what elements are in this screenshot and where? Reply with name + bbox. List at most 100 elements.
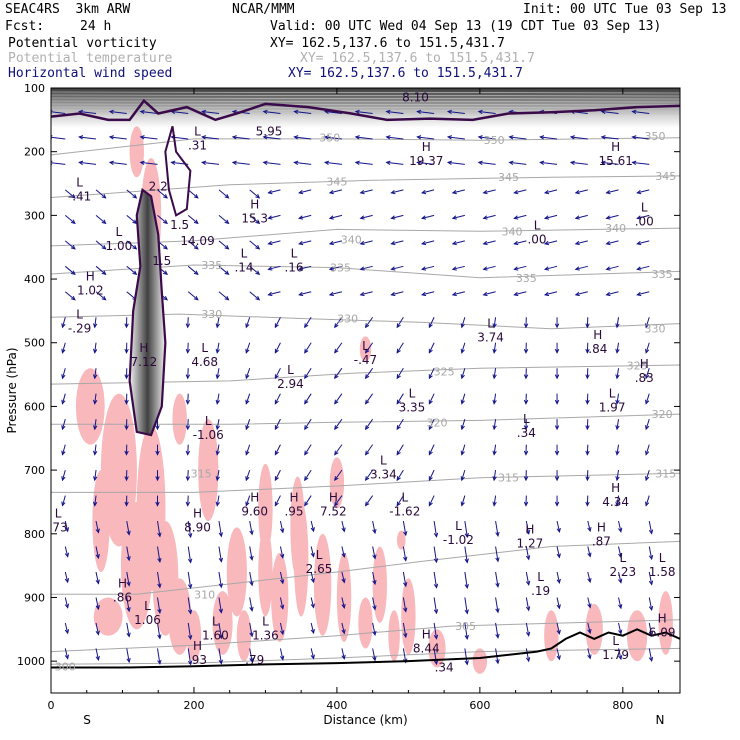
wind-vector	[171, 110, 189, 114]
wind-vector	[544, 265, 558, 270]
extrema-label: .34	[435, 661, 454, 675]
wind-arrowhead	[492, 399, 497, 405]
extrema-type: L	[534, 219, 541, 233]
pv-shade-blob	[358, 597, 373, 649]
wind-vector	[575, 291, 588, 296]
pv-shade-blob	[236, 610, 252, 662]
extrema-label: L.73	[51, 506, 68, 534]
wind-arrowhead	[428, 399, 433, 405]
wind-vector	[263, 136, 281, 140]
wind-arrowhead	[334, 425, 339, 431]
wind-vector	[525, 648, 530, 662]
wind-arrowhead	[274, 476, 279, 482]
wind-arrowhead	[328, 266, 334, 271]
wind-arrowhead	[124, 374, 129, 380]
wind-vector	[493, 342, 497, 353]
wind-vector	[417, 110, 435, 114]
plot-border	[50, 87, 681, 694]
extrema-label: 8.10	[402, 91, 429, 105]
x-tick-label: 600	[469, 699, 490, 712]
wind-arrowhead	[615, 501, 620, 507]
wind-vector	[334, 418, 343, 430]
wind-vector	[187, 648, 192, 665]
extrema-type: L	[609, 387, 616, 401]
extrema-type: H	[611, 481, 620, 495]
wind-vector	[268, 240, 281, 245]
wind-vector	[514, 291, 527, 296]
wind-vector	[274, 393, 281, 404]
wind-arrowhead	[464, 558, 469, 564]
wind-arrowhead	[396, 323, 401, 329]
wind-arrowhead	[523, 348, 529, 354]
wind-arrowhead	[215, 425, 220, 431]
extrema-label: L3.74	[477, 317, 504, 345]
wind-vector	[464, 648, 468, 665]
wind-arrowhead	[185, 476, 191, 482]
wind-vector	[402, 520, 407, 536]
pv-shade-blob	[100, 393, 137, 547]
extrema-label: L-.47	[354, 339, 377, 367]
wind-arrowhead	[495, 557, 500, 563]
wind-arrowhead	[249, 632, 254, 638]
wind-vector	[218, 291, 229, 301]
extrema-value: 6.09	[649, 626, 676, 640]
wind-arrowhead	[218, 659, 224, 665]
extrema-type: H	[329, 491, 338, 505]
wind-vector	[218, 546, 222, 562]
wind-vector	[216, 342, 220, 353]
wind-arrowhead	[525, 555, 531, 561]
wind-vector	[95, 189, 106, 199]
extrema-type: H	[422, 627, 431, 641]
wind-vector	[249, 240, 260, 250]
pv-shade-blob	[658, 591, 673, 655]
wind-vector	[157, 546, 161, 562]
wind-arrowhead	[70, 194, 76, 199]
wind-arrowhead	[304, 399, 309, 405]
wind-arrowhead	[460, 501, 465, 507]
wind-arrowhead	[618, 604, 623, 610]
wind-vector	[402, 546, 407, 561]
wind-arrowhead	[304, 501, 309, 507]
wind-arrowhead	[396, 425, 401, 431]
wind-arrowhead	[328, 291, 334, 297]
wind-vector	[645, 495, 650, 506]
wind-arrowhead	[354, 135, 360, 140]
wind-vector	[514, 214, 527, 219]
y-tick-label: 500	[24, 337, 45, 350]
wind-vector	[645, 317, 650, 328]
wind-vector	[396, 367, 404, 379]
wind-vector	[447, 161, 465, 165]
wind-arrowhead	[421, 291, 427, 297]
wind-arrowhead	[618, 655, 623, 661]
wind-arrowhead	[460, 425, 465, 431]
wind-vector	[187, 317, 189, 328]
extrema-type: L	[291, 247, 298, 261]
wind-arrowhead	[605, 266, 611, 271]
wind-vector	[157, 571, 161, 588]
pv-shade-blob	[585, 603, 603, 655]
extrema-label: L.31	[188, 124, 207, 152]
theta-contour-345	[51, 175, 680, 198]
wind-vector	[274, 418, 281, 430]
wind-vector	[187, 597, 192, 614]
wind-vector	[478, 110, 496, 114]
wind-arrowhead	[636, 215, 642, 220]
wind-arrowhead	[201, 160, 207, 165]
wind-vector	[396, 316, 404, 328]
wind-arrowhead	[645, 501, 650, 507]
wind-arrowhead	[334, 501, 339, 507]
wind-vector	[386, 110, 404, 114]
pv-shade-blob	[258, 463, 273, 553]
extrema-type: L	[201, 341, 208, 355]
upper-pv-contour	[164, 125, 192, 217]
extrema-label: H7.12	[131, 341, 158, 369]
theta-label: 315	[191, 467, 212, 480]
wind-arrowhead	[185, 399, 191, 405]
wind-vector	[279, 622, 284, 635]
extrema-label: L.19	[531, 570, 550, 598]
wind-vector	[365, 495, 374, 506]
pv-shade-blob	[428, 629, 446, 668]
wind-arrowhead	[132, 244, 138, 250]
wind-arrowhead	[185, 425, 191, 431]
wind-arrowhead	[477, 109, 483, 115]
